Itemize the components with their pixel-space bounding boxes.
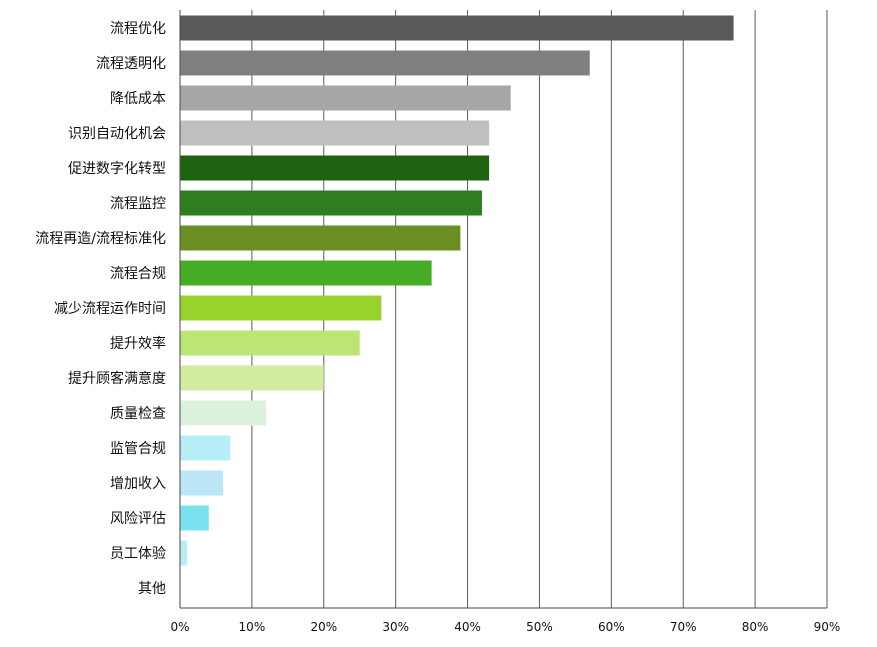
category-label: 监管合规 xyxy=(110,441,166,457)
x-tick-label: 80% xyxy=(742,620,769,634)
bar xyxy=(180,330,360,356)
category-label: 识别自动化机会 xyxy=(68,126,166,142)
bar xyxy=(180,190,482,216)
bar xyxy=(180,120,490,146)
bar xyxy=(180,505,209,531)
bar xyxy=(180,540,188,566)
bar xyxy=(180,470,224,496)
x-tick-label: 0% xyxy=(170,620,189,634)
x-tick-label: 70% xyxy=(670,620,697,634)
category-label: 流程监控 xyxy=(110,196,166,212)
category-label: 减少流程运作时间 xyxy=(54,301,166,317)
category-label: 流程再造/流程标准化 xyxy=(35,231,166,247)
x-tick-label: 20% xyxy=(310,620,337,634)
category-label: 流程优化 xyxy=(110,21,166,37)
category-label: 员工体验 xyxy=(110,546,166,562)
category-label: 风险评估 xyxy=(110,511,166,527)
bar xyxy=(180,50,590,76)
x-tick-labels: 0% 10% 20% 30% 40% 50% 60% 70% 80% 90% xyxy=(170,620,840,634)
category-label: 质量检查 xyxy=(110,406,166,422)
category-label: 降低成本 xyxy=(110,91,166,107)
bar xyxy=(180,365,324,391)
x-tick-label: 10% xyxy=(239,620,266,634)
category-label: 提升效率 xyxy=(110,335,166,352)
bar xyxy=(180,225,461,251)
bar xyxy=(180,400,267,426)
x-tick-label: 90% xyxy=(814,620,841,634)
category-labels: 流程优化流程透明化降低成本识别自动化机会促进数字化转型流程监控流程再造/流程标准… xyxy=(35,21,166,597)
bar xyxy=(180,155,490,181)
axes xyxy=(179,10,827,609)
category-label: 促进数字化转型 xyxy=(68,161,166,177)
x-tick-label: 50% xyxy=(526,620,553,634)
bar xyxy=(180,295,382,321)
bar xyxy=(180,15,734,41)
x-tick-label: 40% xyxy=(454,620,481,634)
category-label: 其他 xyxy=(138,581,166,597)
bar xyxy=(180,85,511,111)
category-label: 流程合规 xyxy=(110,266,166,282)
bar xyxy=(180,435,231,461)
bar xyxy=(180,260,432,286)
category-label: 提升顾客满意度 xyxy=(68,370,166,387)
category-label: 流程透明化 xyxy=(96,56,166,72)
x-tick-label: 60% xyxy=(598,620,625,634)
x-tick-label: 30% xyxy=(382,620,409,634)
category-label: 增加收入 xyxy=(110,476,166,492)
bars xyxy=(180,15,734,566)
